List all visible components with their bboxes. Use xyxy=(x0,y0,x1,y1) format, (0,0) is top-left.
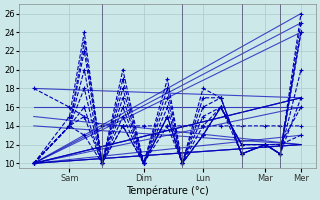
X-axis label: Température (°c): Température (°c) xyxy=(126,185,209,196)
